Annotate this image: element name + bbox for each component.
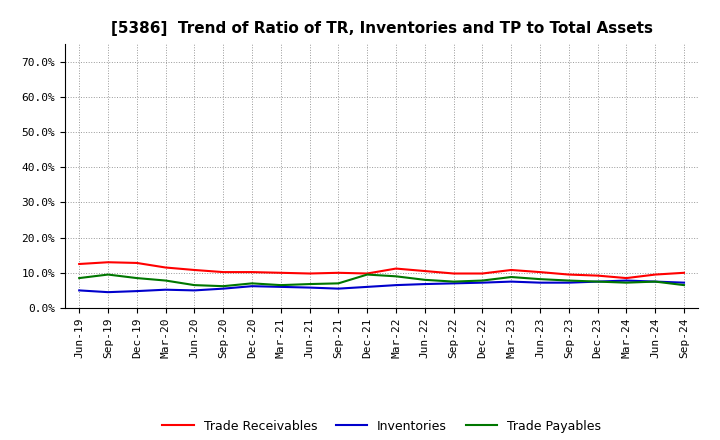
Trade Receivables bbox=[536, 269, 544, 275]
Title: [5386]  Trend of Ratio of TR, Inventories and TP to Total Assets: [5386] Trend of Ratio of TR, Inventories… bbox=[111, 21, 652, 36]
Line: Trade Receivables: Trade Receivables bbox=[79, 262, 684, 278]
Trade Receivables bbox=[651, 272, 660, 277]
Trade Payables bbox=[593, 279, 602, 284]
Trade Payables bbox=[75, 275, 84, 281]
Inventories bbox=[104, 290, 112, 295]
Trade Receivables bbox=[190, 268, 199, 273]
Inventories bbox=[248, 283, 256, 289]
Trade Payables bbox=[248, 281, 256, 286]
Inventories bbox=[75, 288, 84, 293]
Inventories bbox=[680, 280, 688, 285]
Trade Payables bbox=[190, 282, 199, 288]
Trade Receivables bbox=[248, 269, 256, 275]
Trade Receivables bbox=[478, 271, 487, 276]
Line: Inventories: Inventories bbox=[79, 281, 684, 292]
Legend: Trade Receivables, Inventories, Trade Payables: Trade Receivables, Inventories, Trade Pa… bbox=[157, 414, 606, 437]
Trade Receivables bbox=[132, 260, 141, 266]
Trade Payables bbox=[449, 279, 458, 284]
Trade Receivables bbox=[593, 273, 602, 278]
Inventories bbox=[219, 286, 228, 291]
Inventories bbox=[161, 287, 170, 292]
Inventories bbox=[305, 285, 314, 290]
Trade Payables bbox=[219, 283, 228, 289]
Trade Receivables bbox=[161, 265, 170, 270]
Trade Payables bbox=[334, 281, 343, 286]
Inventories bbox=[276, 284, 285, 290]
Trade Receivables bbox=[363, 271, 372, 276]
Trade Payables bbox=[276, 282, 285, 288]
Trade Payables bbox=[507, 275, 516, 280]
Trade Payables bbox=[363, 272, 372, 277]
Trade Receivables bbox=[104, 260, 112, 265]
Inventories bbox=[449, 281, 458, 286]
Inventories bbox=[651, 279, 660, 284]
Trade Payables bbox=[478, 278, 487, 283]
Trade Receivables bbox=[334, 270, 343, 275]
Trade Receivables bbox=[276, 270, 285, 275]
Trade Receivables bbox=[219, 269, 228, 275]
Trade Payables bbox=[680, 282, 688, 288]
Inventories bbox=[420, 282, 429, 287]
Inventories bbox=[190, 288, 199, 293]
Trade Payables bbox=[392, 274, 400, 279]
Trade Receivables bbox=[622, 275, 631, 281]
Line: Trade Payables: Trade Payables bbox=[79, 275, 684, 286]
Inventories bbox=[507, 279, 516, 284]
Trade Receivables bbox=[680, 270, 688, 275]
Inventories bbox=[392, 282, 400, 288]
Trade Receivables bbox=[305, 271, 314, 276]
Trade Payables bbox=[564, 278, 573, 283]
Trade Receivables bbox=[420, 268, 429, 274]
Trade Receivables bbox=[449, 271, 458, 276]
Inventories bbox=[622, 278, 631, 283]
Trade Payables bbox=[651, 279, 660, 284]
Trade Payables bbox=[420, 277, 429, 282]
Inventories bbox=[132, 289, 141, 294]
Inventories bbox=[334, 286, 343, 291]
Trade Payables bbox=[104, 272, 112, 277]
Trade Receivables bbox=[75, 261, 84, 267]
Inventories bbox=[593, 279, 602, 284]
Trade Payables bbox=[536, 276, 544, 282]
Trade Payables bbox=[622, 280, 631, 285]
Inventories bbox=[564, 280, 573, 285]
Inventories bbox=[478, 280, 487, 285]
Trade Receivables bbox=[564, 272, 573, 277]
Trade Payables bbox=[161, 278, 170, 283]
Trade Payables bbox=[132, 275, 141, 281]
Trade Payables bbox=[305, 282, 314, 287]
Trade Receivables bbox=[507, 268, 516, 273]
Inventories bbox=[536, 280, 544, 285]
Trade Receivables bbox=[392, 266, 400, 271]
Inventories bbox=[363, 284, 372, 290]
